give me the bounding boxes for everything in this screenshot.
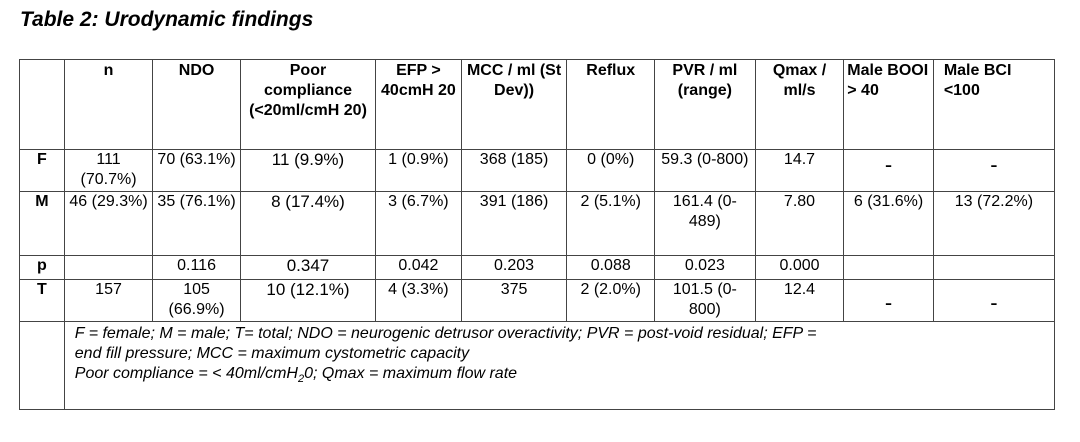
header-cell (19, 59, 65, 150)
header-cell: MCC / ml (St Dev)) (460, 59, 568, 150)
table-cell: 0.116 (152, 255, 241, 280)
table-cell: 0 (0%) (566, 149, 655, 192)
table-cell: 0.000 (754, 255, 845, 280)
table-cell: - (843, 149, 934, 192)
table-cell: 7.80 (754, 191, 845, 256)
table-cell: 161.4 (0-489) (653, 191, 756, 256)
table-cell: 14.7 (754, 149, 845, 192)
header-cell: Reflux (566, 59, 655, 150)
table-cell: 0.023 (653, 255, 756, 280)
table-cell: 368 (185) (460, 149, 568, 192)
table-cell: 101.5 (0-800) (653, 279, 756, 322)
table-cell: 59.3 (0-800) (653, 149, 756, 192)
table-cell: 11 (9.9%) (239, 149, 377, 192)
table-cell: - (932, 279, 1056, 322)
table-cell: 0.088 (566, 255, 655, 280)
table-cell: 8 (17.4%) (239, 191, 377, 256)
footnote-text: Poor compliance = < 40ml/cmH (74, 365, 298, 382)
table-row: M 46 (29.3%) 35 (76.1%) 8 (17.4%) 3 (6.7… (19, 191, 1056, 256)
table-cell: 70 (63.1%) (152, 149, 241, 192)
table-cell: 2 (5.1%) (566, 191, 655, 256)
row-label: p (19, 255, 65, 280)
table-cell: - (843, 279, 934, 322)
table-cell: - (932, 149, 1056, 192)
table-cell: 2 (2.0%) (566, 279, 655, 322)
row-label: T (19, 279, 65, 322)
table-cell (63, 255, 154, 280)
table-cell: 6 (31.6%) (843, 191, 934, 256)
table-cell: 0.347 (239, 255, 377, 280)
row-label: F (19, 149, 65, 192)
table-cell: 10 (12.1%) (239, 279, 377, 322)
header-cell: PVR / ml (range) (653, 59, 756, 150)
table-cell: 391 (186) (460, 191, 568, 256)
table-cell (932, 255, 1056, 280)
footnote-subscript: 2 (297, 373, 305, 386)
table-row: p 0.116 0.347 0.042 0.203 0.088 0.023 0.… (19, 255, 1056, 280)
table-cell: 105 (66.9%) (152, 279, 241, 322)
header-cell: Qmax / ml/s (754, 59, 845, 150)
table-cell: 157 (63, 279, 154, 322)
header-cell: n (63, 59, 154, 150)
table-cell: 13 (72.2%) (932, 191, 1056, 256)
footnote-line: Poor compliance = < 40ml/cmH20; Qmax = m… (74, 364, 1051, 386)
footnote-row: F = female; M = male; T= total; NDO = ne… (19, 321, 1056, 410)
table-cell: 111 (70.7%) (63, 149, 154, 192)
footnote-line: end fill pressure; MCC = maximum cystome… (74, 345, 470, 362)
header-cell: Poor compliance (<20ml/cmH 20) (239, 59, 377, 150)
footnote-spacer (19, 321, 65, 410)
table-cell: 12.4 (754, 279, 845, 322)
table-cell: 3 (6.7%) (375, 191, 462, 256)
table-cell: 35 (76.1%) (152, 191, 241, 256)
table-cell (843, 255, 934, 280)
row-label: M (19, 191, 65, 256)
table-cell: 46 (29.3%) (63, 191, 154, 256)
table-cell: 0.042 (375, 255, 462, 280)
footnote-line: F = female; M = male; T= total; NDO = ne… (74, 325, 817, 342)
footnote-text: 0; Qmax = maximum flow rate (304, 365, 518, 382)
table-row: F 111 (70.7%) 70 (63.1%) 11 (9.9%) 1 (0.… (19, 149, 1056, 192)
table-row: T 157 105 (66.9%) 10 (12.1%) 4 (3.3%) 37… (19, 279, 1056, 322)
table-cell: 1 (0.9%) (375, 149, 462, 192)
urodynamic-findings-table: n NDO Poor compliance (<20ml/cmH 20) EFP… (19, 59, 1056, 410)
header-cell: Male BOOI > 40 (843, 59, 934, 150)
header-cell: EFP > 40cmH 20 (375, 59, 462, 150)
table-cell: 0.203 (460, 255, 568, 280)
table-title: Table 2: Urodynamic findings (20, 8, 314, 31)
header-row: n NDO Poor compliance (<20ml/cmH 20) EFP… (19, 59, 1056, 150)
table-cell: 375 (460, 279, 568, 322)
header-cell: Male BCI <100 (932, 59, 1056, 150)
header-cell: NDO (152, 59, 241, 150)
footnote-cell: F = female; M = male; T= total; NDO = ne… (63, 321, 1056, 410)
table-cell: 4 (3.3%) (375, 279, 462, 322)
